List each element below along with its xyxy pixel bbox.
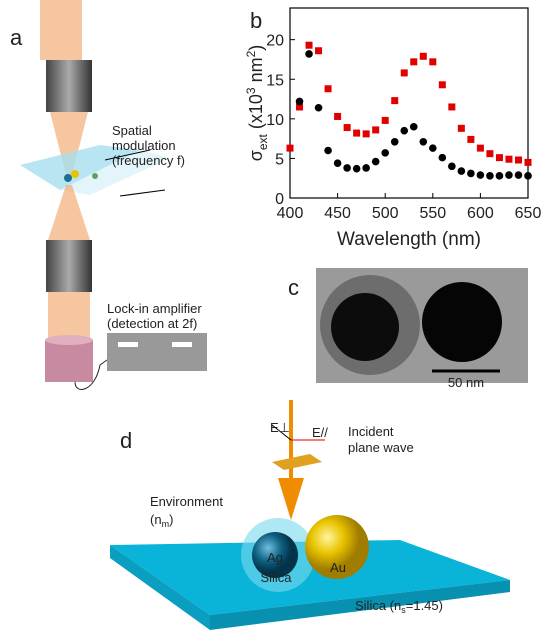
y-tick-label: 5 <box>275 151 284 168</box>
data-point <box>496 154 503 161</box>
data-point <box>515 157 522 164</box>
data-point <box>324 147 332 155</box>
field-label: E// <box>312 425 328 440</box>
y-axis-label: σext (x103 nm2) <box>244 45 270 162</box>
data-point <box>505 156 512 163</box>
substrate-label: Silica (ns=1.45) <box>355 598 443 615</box>
data-point <box>525 159 532 166</box>
label-part: =1.45) <box>406 598 443 613</box>
data-point <box>410 123 418 131</box>
data-point <box>391 97 398 104</box>
data-point <box>296 98 304 106</box>
data-point <box>439 154 447 162</box>
data-point <box>419 138 427 146</box>
data-point <box>372 158 380 166</box>
data-point <box>496 172 504 180</box>
x-tick-label: 500 <box>372 205 399 222</box>
panel-label: d <box>120 428 132 453</box>
figure: a Spatial modulation (frequency f) Lock-… <box>0 0 546 631</box>
y-label-part: σ <box>246 150 266 161</box>
data-point <box>505 171 513 179</box>
data-point <box>381 149 389 157</box>
data-point <box>353 130 360 137</box>
label-part: ) <box>169 512 173 527</box>
data-point <box>467 170 475 178</box>
data-point <box>420 53 427 60</box>
y-tick-label: 15 <box>266 72 284 89</box>
data-point <box>306 42 313 49</box>
panel-label: c <box>288 275 299 300</box>
data-point <box>448 103 455 110</box>
label-part: m <box>162 519 170 529</box>
data-point <box>344 124 351 131</box>
particle-label: Silica <box>260 570 292 585</box>
data-point <box>439 81 446 88</box>
annotation: Incident <box>348 424 394 439</box>
particle-label: Ag <box>267 550 283 565</box>
panel-label: b <box>250 8 262 33</box>
data-point <box>477 171 485 179</box>
x-axis-label: Wavelength (nm) <box>337 229 481 250</box>
plot-frame <box>290 8 528 198</box>
y-label-part: ext <box>256 133 270 150</box>
data-point <box>515 171 523 179</box>
data-point <box>458 125 465 132</box>
annotation: Environment <box>150 494 223 509</box>
data-point <box>362 164 370 172</box>
y-tick-label: 20 <box>266 33 284 50</box>
data-point <box>363 130 370 137</box>
annotation: plane wave <box>348 440 414 455</box>
y-label-part: ) <box>246 45 266 51</box>
data-point <box>401 69 408 76</box>
annotation: modulation <box>112 138 176 153</box>
data-point <box>448 163 456 171</box>
x-tick-label: 600 <box>467 205 494 222</box>
data-point <box>315 47 322 54</box>
setup-diagram <box>20 0 207 389</box>
y-label-part: nm <box>246 57 266 87</box>
data-point <box>429 58 436 65</box>
data-point <box>382 117 389 124</box>
y-tick-label: 10 <box>266 112 284 129</box>
field-label: E⊥ <box>270 420 290 435</box>
data-point <box>325 85 332 92</box>
particle-label: Au <box>330 560 346 575</box>
data-point <box>343 164 351 172</box>
data-point <box>477 145 484 152</box>
annotation: (nm) <box>150 512 173 529</box>
data-point <box>391 138 399 146</box>
tem-image <box>316 268 528 383</box>
annotation: Lock-in amplifier <box>107 301 202 316</box>
data-point <box>524 172 532 180</box>
data-point <box>315 104 323 112</box>
panel-label: a <box>10 25 23 50</box>
y-label-part: (x10 <box>246 94 266 134</box>
x-tick-label: 450 <box>324 205 351 222</box>
scale-bar-label: 50 nm <box>448 375 484 390</box>
y-tick-label: 0 <box>275 191 284 208</box>
x-tick-label: 650 <box>515 205 542 222</box>
label-part: Silica (n <box>355 598 401 613</box>
data-point <box>305 50 313 58</box>
data-point <box>486 150 493 157</box>
data-point <box>334 113 341 120</box>
label-part: (n <box>150 512 162 527</box>
data-point <box>458 167 466 175</box>
data-point <box>429 144 437 152</box>
annotation: (detection at 2f) <box>107 316 197 331</box>
data-point <box>467 136 474 143</box>
annotation: (frequency f) <box>112 153 185 168</box>
data-point <box>353 165 361 173</box>
data-point <box>287 145 294 152</box>
annotation: Spatial <box>112 123 152 138</box>
data-point <box>410 58 417 65</box>
x-tick-label: 550 <box>419 205 446 222</box>
data-point <box>400 127 408 135</box>
data-point <box>372 126 379 133</box>
data-point <box>334 159 342 167</box>
data-point <box>486 172 494 180</box>
